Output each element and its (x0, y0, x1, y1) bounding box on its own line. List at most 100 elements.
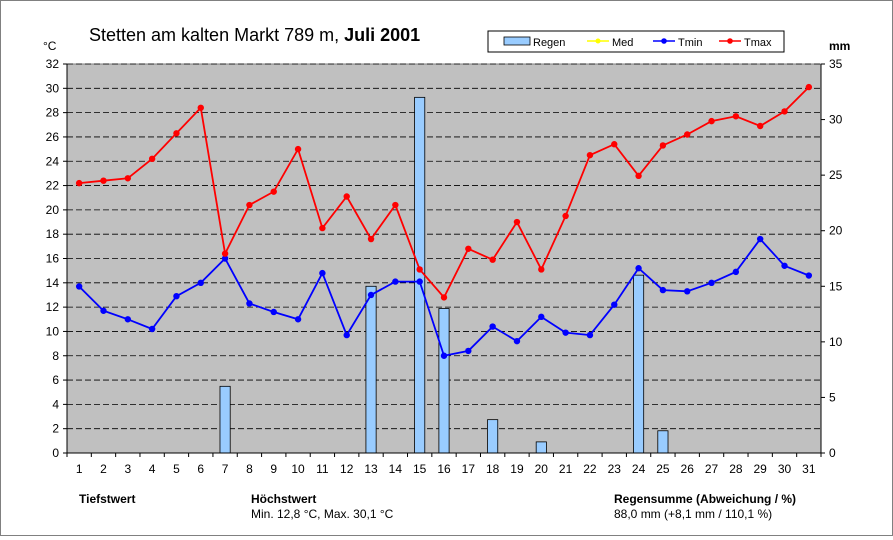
right-tick-label: 0 (829, 446, 836, 460)
x-tick-label: 24 (632, 462, 646, 476)
footer-hoechstwert-label: Höchstwert (251, 492, 316, 506)
rain-bar (487, 419, 499, 454)
legend-label-tmin: Tmin (678, 37, 702, 49)
x-tick-label: 16 (437, 462, 451, 476)
left-tick-label: 4 (52, 397, 59, 411)
tmin-point (319, 269, 326, 277)
right-axis-unit: mm (829, 39, 850, 53)
tmax-point (781, 108, 788, 115)
left-tick-label: 18 (46, 227, 60, 241)
left-tick-label: 24 (46, 154, 60, 168)
tmin-point (343, 331, 350, 339)
tmin-point (270, 308, 277, 316)
right-tick-label: 5 (829, 390, 836, 404)
x-tick-label: 25 (656, 462, 670, 476)
tmax-point (562, 212, 569, 220)
rain-bar (535, 441, 547, 454)
tmin-point (75, 283, 83, 290)
tmin-point (635, 265, 642, 272)
x-tick-label: 28 (729, 462, 743, 476)
tmin-point (611, 301, 618, 308)
x-tick-label: 11 (316, 462, 329, 476)
tmin-point (100, 307, 107, 314)
tmax-point (173, 130, 180, 137)
tmin-point (124, 316, 132, 323)
left-tick-label: 10 (46, 324, 60, 338)
right-tick-label: 10 (829, 335, 843, 349)
tmax-point (343, 193, 350, 200)
tmax-point (416, 266, 423, 273)
tmax-point (756, 122, 764, 130)
left-tick-label: 22 (46, 179, 60, 193)
rain-bar (414, 96, 426, 454)
tmin-point (465, 347, 472, 355)
tmax-point (659, 142, 667, 149)
rain-bar (219, 385, 231, 454)
chart-title-station: Stetten am kalten Markt 789 m, (89, 25, 344, 45)
x-tick-label: 27 (705, 462, 719, 476)
tmax-point (124, 175, 132, 182)
rain-bar (657, 430, 669, 454)
tmax-point (635, 172, 642, 180)
tmax-point (148, 155, 156, 163)
left-tick-label: 12 (46, 300, 60, 314)
tmin-point (513, 337, 521, 345)
x-tick-label: 10 (291, 462, 305, 476)
left-tick-label: 32 (46, 57, 60, 71)
legend-label-tmax: Tmax (744, 37, 772, 49)
x-tick-label: 9 (270, 462, 277, 476)
tmin-point (781, 262, 788, 269)
x-tick-label: 12 (340, 462, 354, 476)
tmin-point (392, 278, 399, 285)
tmin-point (489, 323, 496, 330)
tmax-point (221, 250, 229, 257)
axes: 0246810121416182022242628303205101520253… (46, 57, 843, 476)
right-tick-label: 20 (829, 224, 843, 238)
tmin-point (538, 313, 545, 321)
tmin-point (173, 292, 180, 300)
left-tick-label: 14 (46, 276, 60, 290)
tmax-point (319, 224, 326, 232)
tmin-point (708, 279, 715, 287)
tmax-point (392, 201, 399, 209)
x-tick-label: 5 (173, 462, 180, 476)
legend-swatch-regen (503, 36, 531, 46)
tmax-point (465, 245, 472, 252)
footer-regensumme-label: Regensumme (Abweichung / %) (614, 492, 796, 506)
tmax-point (805, 83, 813, 91)
x-tick-label: 22 (583, 462, 597, 476)
tmax-point (708, 117, 715, 125)
x-tick-label: 1 (76, 462, 83, 476)
tmin-point (659, 286, 667, 294)
tmax-point (75, 179, 83, 187)
legend-box (487, 30, 785, 53)
x-tick-label: 7 (222, 462, 229, 476)
x-tick-label: 18 (486, 462, 500, 476)
tmax-point (197, 104, 204, 111)
tmax-point (489, 256, 496, 263)
tmax-point (611, 141, 618, 148)
legend-label-med: Med (612, 37, 633, 49)
tmax-point (684, 131, 691, 138)
tmin-point (148, 325, 156, 333)
tmax-point (513, 218, 521, 226)
tmax-point (732, 113, 740, 120)
tmin-point (440, 352, 448, 359)
temperature-lines (75, 83, 813, 359)
x-tick-label: 19 (510, 462, 524, 476)
x-tick-label: 4 (149, 462, 156, 476)
left-tick-label: 6 (52, 373, 59, 387)
right-tick-label: 35 (829, 57, 843, 71)
x-tick-label: 30 (778, 462, 792, 476)
rain-bar (438, 308, 450, 454)
footer-hoechstwert-text: Min. 12,8 °C, Max. 30,1 °C (251, 507, 394, 521)
left-tick-label: 0 (52, 446, 59, 460)
tmin-point (562, 329, 569, 336)
left-tick-label: 20 (46, 203, 60, 217)
footer-regensumme-text: 88,0 mm (+8,1 mm / 110,1 %) (614, 507, 772, 521)
x-tick-label: 21 (559, 462, 573, 476)
legend-marker-med (595, 38, 601, 44)
right-tick-label: 15 (829, 279, 843, 293)
tmax-point (270, 188, 277, 195)
